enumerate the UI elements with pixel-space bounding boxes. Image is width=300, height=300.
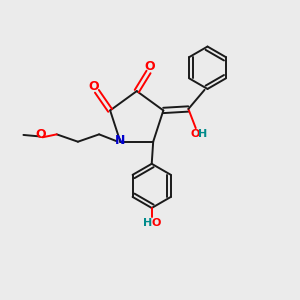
Text: O: O <box>36 128 46 141</box>
Text: O: O <box>145 60 155 73</box>
Text: H: H <box>143 218 152 228</box>
Text: O: O <box>88 80 99 92</box>
Text: O: O <box>152 218 161 228</box>
Text: O: O <box>190 129 200 139</box>
Text: N: N <box>115 134 125 147</box>
Text: H: H <box>198 129 207 139</box>
